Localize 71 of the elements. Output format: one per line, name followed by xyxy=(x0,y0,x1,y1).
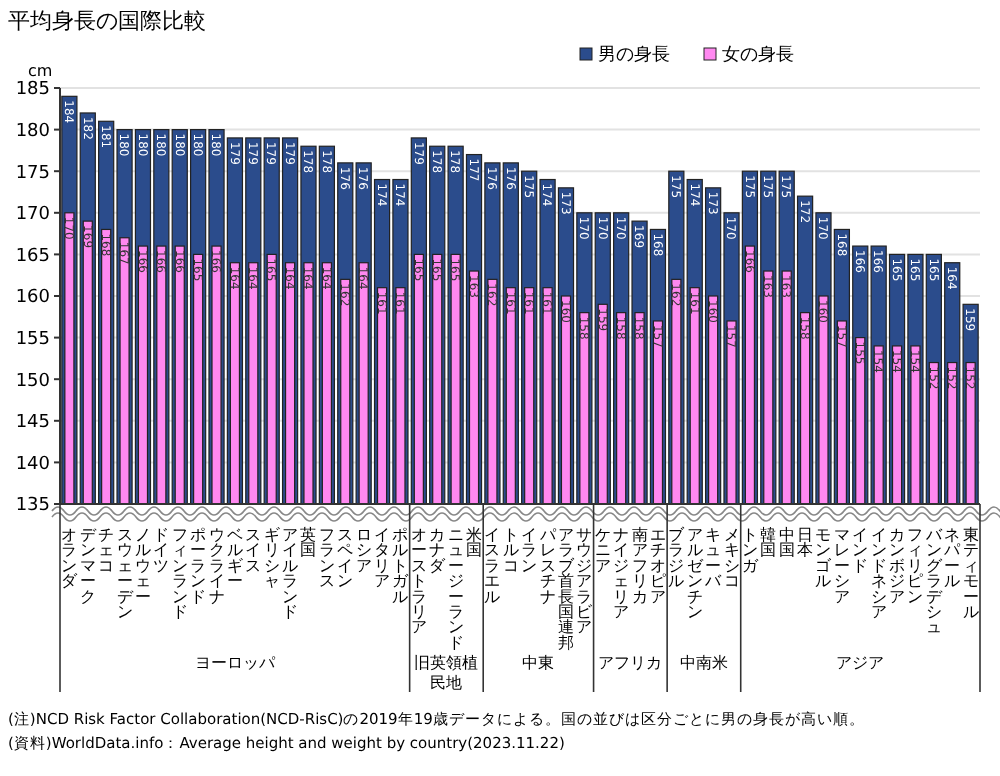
x-tick-label: ノルウェー xyxy=(134,526,151,606)
x-tick-label: 中国 xyxy=(778,526,795,560)
x-tick-label: オーストラリア xyxy=(410,526,427,637)
x-tick-label: アラブ首長国連邦 xyxy=(557,526,576,652)
x-tick-label: ウクライナ xyxy=(208,526,225,606)
x-tick-label: チェコ xyxy=(98,526,115,575)
x-tick-label: 米国 xyxy=(466,526,483,560)
y-tick-label: 140 xyxy=(15,454,51,475)
x-tick-label: インド xyxy=(852,526,869,575)
x-tick-label: ネパール xyxy=(942,526,963,591)
text: ヨーロッパ xyxy=(194,654,277,672)
y-tick-label: 155 xyxy=(15,329,50,350)
y-axis-title: cm xyxy=(28,62,53,80)
x-tick-label: トルコ xyxy=(502,526,519,575)
x-tick-label: カナダ xyxy=(429,526,448,575)
text: 中東 xyxy=(522,654,555,672)
x-tick-label: ニュージーランド xyxy=(447,526,464,652)
x-tick-label: ベルギー xyxy=(226,526,243,591)
chart-title: 平均身長の国際比較 xyxy=(8,8,206,34)
x-tick-label: オランダ xyxy=(61,526,80,591)
x-tick-label: スイス xyxy=(245,526,262,575)
x-tick-label: スウェーデン xyxy=(116,526,135,621)
x-tick-label: イラン xyxy=(521,526,538,575)
x-tick-label: フランス xyxy=(318,526,335,591)
legend-label: 男の身長 xyxy=(598,44,670,66)
x-tick-label: エチオピア xyxy=(649,526,666,606)
x-tick-label: イタリア xyxy=(374,526,391,591)
text: 旧英領植民地 xyxy=(414,654,479,692)
x-tick-label: サウジアラビア xyxy=(576,526,595,637)
x-tick-label: ギリシャ xyxy=(263,526,280,591)
y-tick-label: 185 xyxy=(15,80,50,101)
y-tick-label: 150 xyxy=(15,371,51,392)
x-tick-label: 日本 xyxy=(797,526,814,560)
y-tick-label: 170 xyxy=(15,205,51,226)
x-tick-label: ポーランド xyxy=(190,526,207,606)
x-tick-label: モンゴル xyxy=(815,526,834,591)
y-tick-label: 175 xyxy=(15,163,50,184)
y-tick-label: 165 xyxy=(15,246,50,267)
text: アフリカ xyxy=(598,654,663,672)
x-tick-label: キューバ xyxy=(703,526,724,591)
legend-label: 女の身長 xyxy=(722,44,794,66)
x-tick-label: スペイン xyxy=(337,526,354,591)
x-tick-label: フィンランド xyxy=(171,526,188,621)
x-tick-label: バングラデシュ xyxy=(923,526,944,637)
x-tick-label: ドイツ xyxy=(153,526,170,575)
text: アジア xyxy=(836,654,885,672)
x-tick-label: 南アフリカ xyxy=(631,526,648,606)
x-tick-label: ケニア xyxy=(594,526,611,575)
x-tick-label: 英国 xyxy=(300,526,317,560)
x-tick-label: デンマーク xyxy=(79,526,98,606)
y-tick-label: 180 xyxy=(15,121,51,142)
x-tick-label: 東ティモール xyxy=(962,526,979,621)
x-tick-label: パレスチナ xyxy=(537,526,558,606)
y-tick-label: 145 xyxy=(15,413,50,434)
x-tick-label: マレーシア xyxy=(833,526,850,606)
x-tick-label: ロシア xyxy=(355,526,372,575)
x-tick-label: フィリピン xyxy=(907,526,924,606)
x-tick-label: イスラエル xyxy=(484,526,501,606)
y-tick-label: 160 xyxy=(15,288,51,309)
x-tick-label: アイルランド xyxy=(282,526,299,621)
x-tick-label: カンボジア xyxy=(889,526,906,606)
text: 中南米 xyxy=(679,654,728,672)
x-tick-label: ポルトガル xyxy=(392,526,411,606)
x-tick-label: 韓国 xyxy=(760,526,777,560)
x-tick-label: ナイジェリア xyxy=(613,526,630,621)
x-tick-label: インドネシア xyxy=(870,526,887,621)
x-tick-label: トンガ xyxy=(741,526,760,575)
y-tick-label: 135 xyxy=(15,496,50,517)
x-tick-label: アルゼンチン xyxy=(686,526,705,621)
x-tick-label: メキシコ xyxy=(723,526,740,591)
x-tick-label: ブラジル xyxy=(668,526,687,591)
